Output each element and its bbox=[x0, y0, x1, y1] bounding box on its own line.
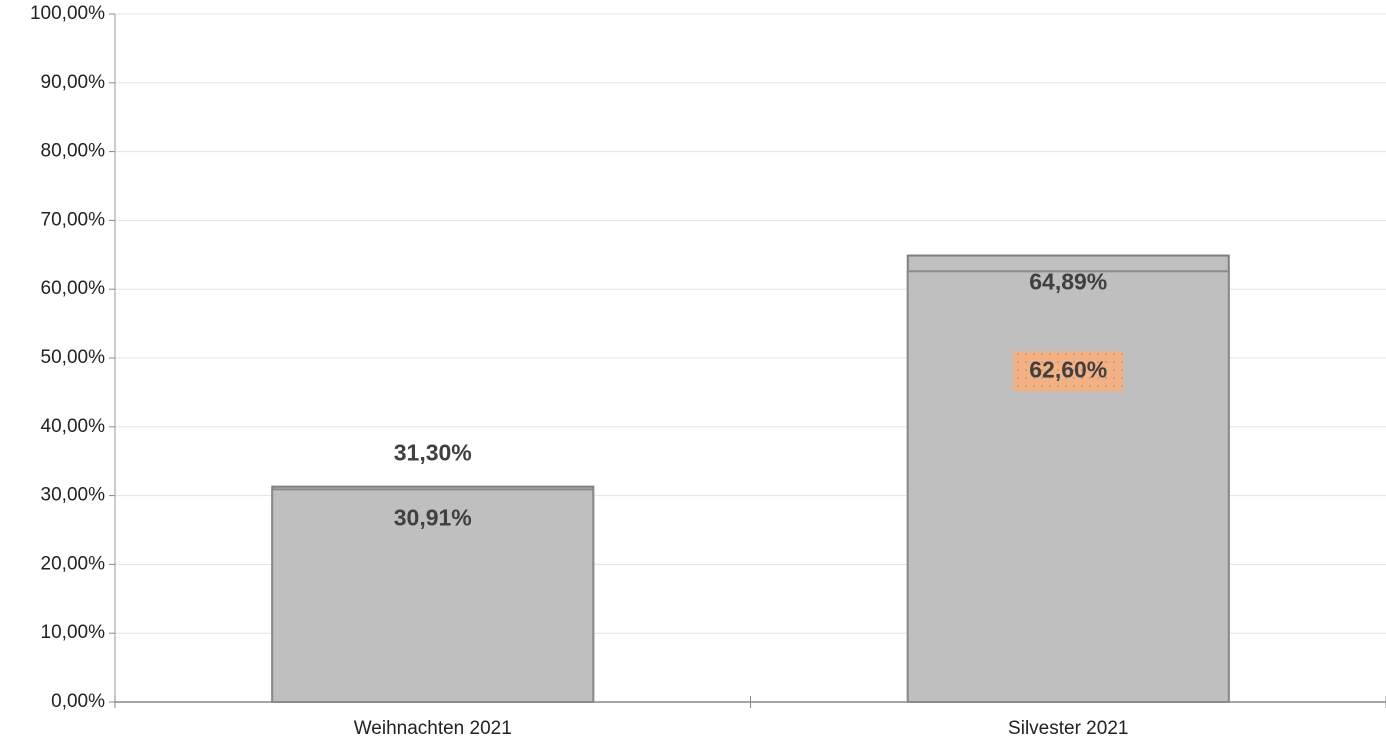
data-label: 62,60% bbox=[1029, 356, 1107, 382]
y-tick-label: 20,00% bbox=[41, 553, 106, 574]
y-tick-label: 70,00% bbox=[41, 209, 106, 230]
data-label: 30,91% bbox=[394, 504, 472, 530]
y-tick-label: 90,00% bbox=[41, 72, 106, 93]
data-label: 64,89% bbox=[1029, 269, 1107, 295]
x-tick-label: Silvester 2021 bbox=[1008, 718, 1128, 739]
bar bbox=[271, 488, 595, 703]
bar bbox=[906, 270, 1230, 703]
x-tick-label: Weihnachten 2021 bbox=[354, 718, 512, 739]
y-tick-label: 50,00% bbox=[41, 347, 106, 368]
data-label: 31,30% bbox=[394, 440, 472, 466]
y-tick-label: 40,00% bbox=[41, 416, 106, 437]
y-tick-label: 0,00% bbox=[51, 691, 105, 712]
y-tick-label: 30,00% bbox=[41, 485, 106, 506]
y-tick-label: 80,00% bbox=[41, 141, 106, 162]
y-tick-label: 100,00% bbox=[30, 3, 105, 24]
y-tick-label: 60,00% bbox=[41, 278, 106, 299]
y-tick-label: 10,00% bbox=[41, 622, 106, 643]
label-background bbox=[1013, 351, 1124, 392]
